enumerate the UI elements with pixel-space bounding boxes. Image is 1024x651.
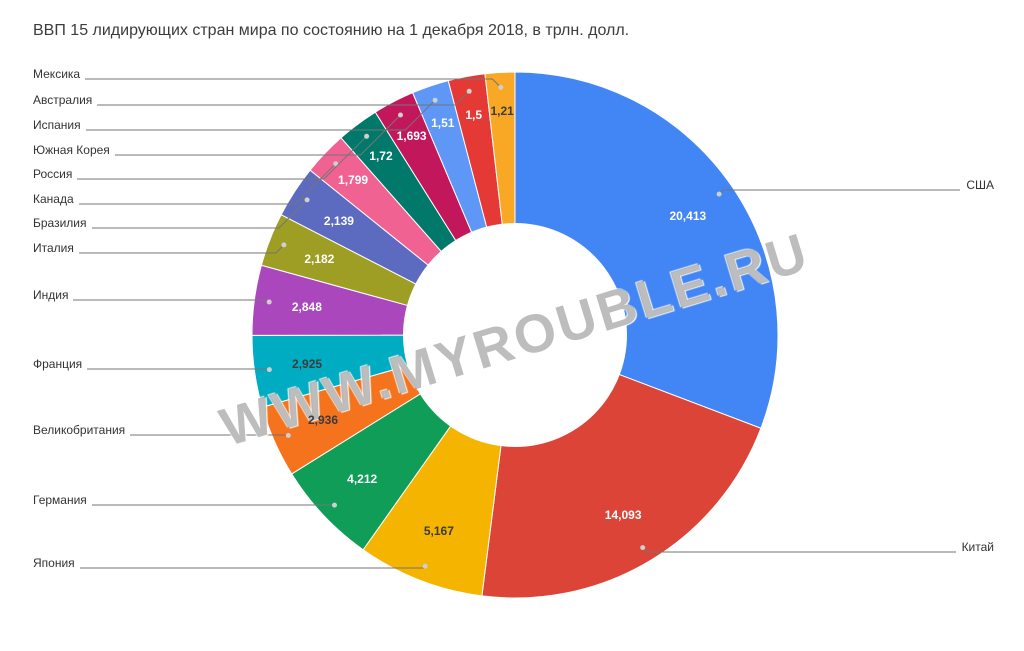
label-connector-line	[642, 547, 956, 553]
connector-dot	[640, 545, 646, 551]
donut-hole	[403, 223, 627, 447]
connector-dot	[716, 191, 722, 197]
label-connector-line	[73, 299, 270, 303]
connector-dot	[266, 367, 272, 373]
connector-dot	[498, 84, 504, 90]
connector-dot	[332, 502, 337, 508]
connector-dot	[364, 133, 370, 139]
connector-dot	[333, 161, 339, 167]
connector-dot	[285, 433, 291, 438]
connector-dot	[432, 97, 438, 103]
connector-dot	[304, 197, 310, 203]
label-connector-line	[80, 565, 426, 569]
label-connector-line	[92, 199, 308, 229]
label-connector-line	[87, 368, 270, 370]
label-connector-line	[79, 163, 337, 205]
connector-dot	[466, 88, 472, 94]
connector-dot	[281, 242, 287, 248]
connector-dot	[398, 112, 403, 118]
label-connector-line	[718, 189, 960, 195]
label-connector-line	[115, 114, 401, 156]
connector-dot	[422, 563, 428, 569]
label-connector-line	[86, 99, 436, 131]
label-connector-line	[85, 78, 502, 88]
label-connector-line	[97, 90, 470, 106]
connector-dot	[266, 299, 272, 305]
label-connector-line	[77, 135, 367, 180]
label-connector-line	[79, 244, 285, 254]
chart-title: ВВП 15 лидирующих стран мира по состояни…	[33, 22, 630, 39]
